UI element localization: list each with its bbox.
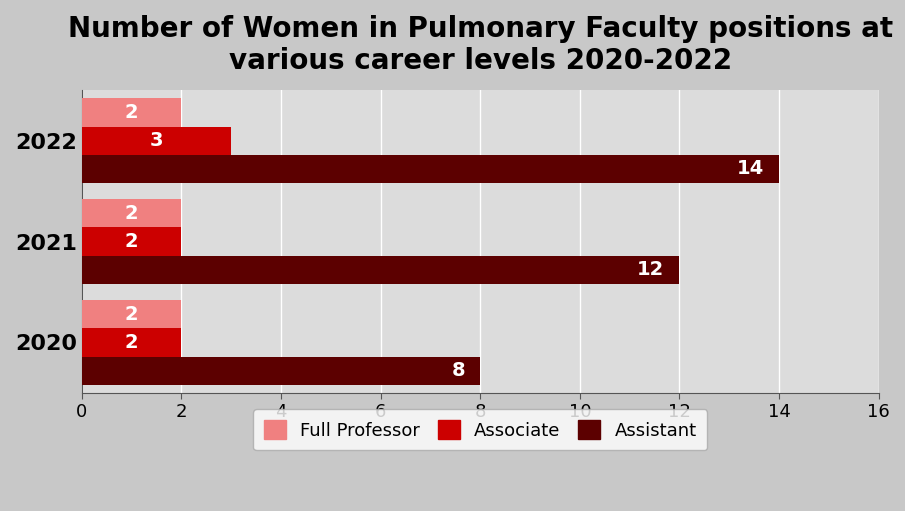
Text: 14: 14 [737, 159, 764, 178]
Text: 3: 3 [150, 131, 163, 150]
Bar [81, 256, 680, 284]
Text: 2: 2 [125, 333, 138, 352]
Bar [81, 199, 182, 227]
Legend: Full Professor, Associate, Assistant: Full Professor, Associate, Assistant [253, 409, 708, 451]
Bar [81, 98, 182, 127]
Text: 12: 12 [637, 260, 664, 280]
Bar [81, 155, 779, 183]
Bar [81, 357, 481, 385]
Text: 8: 8 [452, 361, 465, 380]
Text: 2: 2 [125, 305, 138, 323]
Bar [81, 127, 232, 155]
Text: 2: 2 [125, 204, 138, 223]
Bar [81, 300, 182, 329]
Bar [81, 227, 182, 256]
Text: 2: 2 [125, 232, 138, 251]
Bar [81, 329, 182, 357]
Text: 2: 2 [125, 103, 138, 122]
Title: Number of Women in Pulmonary Faculty positions at
various career levels 2020-202: Number of Women in Pulmonary Faculty pos… [68, 15, 893, 76]
